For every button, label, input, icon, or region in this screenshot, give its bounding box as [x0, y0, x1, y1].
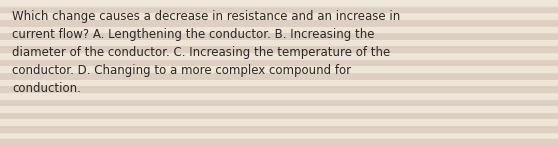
- Bar: [0, 0, 558, 7]
- Bar: [0, 13, 558, 20]
- Bar: [0, 100, 558, 106]
- Bar: [0, 86, 558, 93]
- Bar: [0, 27, 558, 33]
- Bar: [0, 113, 558, 119]
- Bar: [0, 126, 558, 133]
- Bar: [0, 60, 558, 66]
- Bar: [0, 93, 558, 100]
- Text: Which change causes a decrease in resistance and an increase in
current flow? A.: Which change causes a decrease in resist…: [12, 10, 401, 95]
- Bar: [0, 20, 558, 27]
- Bar: [0, 66, 558, 73]
- Bar: [0, 73, 558, 80]
- Bar: [0, 119, 558, 126]
- Bar: [0, 53, 558, 60]
- Bar: [0, 80, 558, 86]
- Bar: [0, 106, 558, 113]
- Bar: [0, 7, 558, 13]
- Bar: [0, 46, 558, 53]
- Bar: [0, 133, 558, 139]
- Bar: [0, 139, 558, 146]
- Bar: [0, 40, 558, 46]
- Bar: [0, 33, 558, 40]
